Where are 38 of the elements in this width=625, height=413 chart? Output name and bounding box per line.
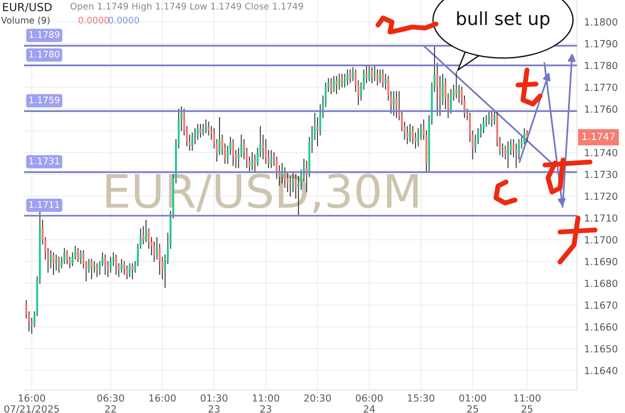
y-tick-label: 1.1690 xyxy=(585,258,618,266)
y-tick-label: 1.1800 xyxy=(585,18,618,26)
y-tick-label: 1.1660 xyxy=(585,323,618,331)
y-tick-label: 1.1640 xyxy=(585,366,618,374)
x-tick-label: 06:00 24 xyxy=(356,394,383,412)
x-tick-label: 11:00 23 xyxy=(252,394,280,413)
ref-line-label: 1.1711 xyxy=(29,201,60,208)
y-tick-label: 1.1760 xyxy=(585,105,618,113)
x-tick-label: 01:00 25 xyxy=(459,394,486,413)
y-tick-label: 1.1680 xyxy=(585,280,618,288)
y-tick-label: 1.1730 xyxy=(585,170,618,178)
x-tick-label: 11:00 25 xyxy=(514,394,540,413)
y-tick-label: 1.1740 xyxy=(585,148,618,156)
ref-line-label: 1.1731 xyxy=(29,157,60,164)
y-tick-label: 1.1650 xyxy=(585,345,618,352)
ref-line-label: 1.1780 xyxy=(29,50,60,58)
chart-title: EUR/USD xyxy=(3,2,52,12)
annotation: Open 1.1749 High 1.1749 Low 1.1749 Close 1.1749 xyxy=(70,2,304,12)
y-tick-label: 1.1790 xyxy=(585,40,618,48)
annotation: Volume (9) xyxy=(1,16,50,25)
x-tick-label: 15:30 xyxy=(408,394,434,402)
y-tick-label: 1.1780 xyxy=(585,62,618,70)
y-tick-label: 1.1670 xyxy=(585,302,618,309)
x-tick-label: 01:30 23 xyxy=(200,394,228,413)
annotation: 0.0000 xyxy=(108,16,139,24)
x-tick-label: 20:30 xyxy=(304,394,331,402)
annotation: bull set up xyxy=(457,11,550,29)
x-tick-label: 16:00 xyxy=(149,394,176,402)
x-tick-label: 16:00 07/21/2025 xyxy=(4,394,59,413)
annotation: 0.0000 xyxy=(78,16,109,24)
y-tick-label: 1.1700 xyxy=(585,236,618,244)
ref-line-label: 1.1789 xyxy=(29,31,60,38)
ref-line-label: 1.1759 xyxy=(29,96,60,104)
x-tick-label: 06:30 22 xyxy=(97,394,124,412)
y-tick-label: 1.1770 xyxy=(585,84,618,91)
y-tick-label: 1.1710 xyxy=(585,214,618,222)
y-tick-label: 1.1720 xyxy=(585,192,618,200)
text: 1.1747 xyxy=(582,132,615,140)
